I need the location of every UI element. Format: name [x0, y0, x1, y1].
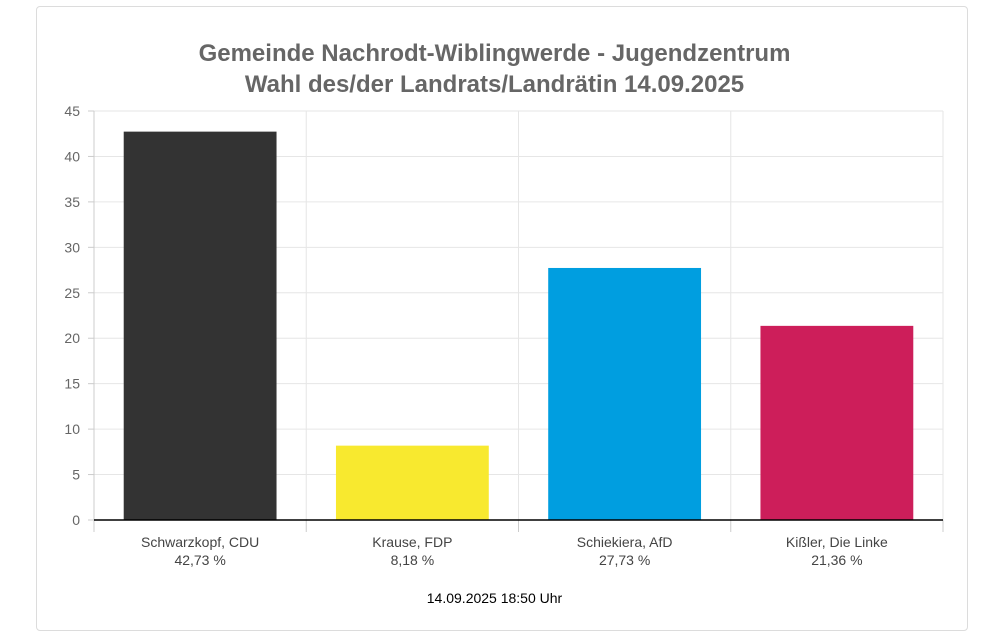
bar: [760, 325, 914, 520]
bar: [335, 445, 489, 520]
bar: [123, 131, 277, 520]
y-tick-label: 20: [64, 330, 80, 346]
x-category-label: Krause, FDP: [372, 534, 452, 550]
x-category-label: Kißler, Die Linke: [786, 534, 888, 550]
y-tick-label: 45: [64, 103, 80, 119]
x-value-label: 21,36 %: [811, 552, 862, 568]
x-value-label: 27,73 %: [599, 552, 650, 568]
x-category-label: Schwarzkopf, CDU: [141, 534, 259, 550]
y-tick-label: 40: [64, 148, 80, 164]
x-value-label: 42,73 %: [174, 552, 225, 568]
y-tick-label: 0: [72, 512, 80, 528]
x-value-label: 8,18 %: [391, 552, 435, 568]
x-category-label: Schiekiera, AfD: [577, 534, 673, 550]
y-tick-label: 15: [64, 376, 80, 392]
y-tick-label: 25: [64, 285, 80, 301]
chart-title: Gemeinde Nachrodt-Wiblingwerde - Jugendz…: [198, 40, 791, 67]
bar: [548, 267, 702, 520]
y-tick-label: 30: [64, 239, 80, 255]
chart-subtitle: Wahl des/der Landrats/Landrätin 14.09.20…: [244, 71, 745, 98]
y-tick-label: 10: [64, 421, 80, 437]
y-tick-label: 35: [64, 194, 80, 210]
y-tick-label: 5: [72, 467, 80, 483]
timestamp: 14.09.2025 18:50 Uhr: [426, 590, 563, 606]
